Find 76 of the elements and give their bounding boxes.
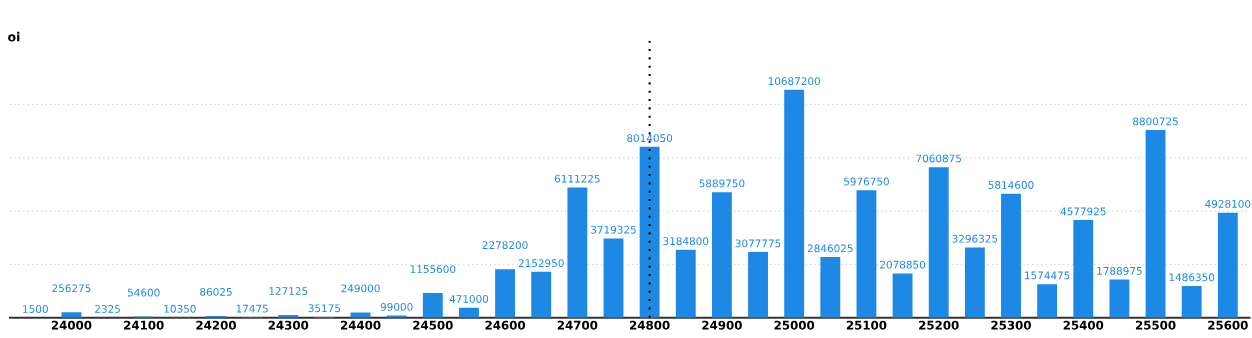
x-tick-label: 24000 [51, 320, 92, 330]
bar [711, 192, 732, 318]
bar [1217, 212, 1238, 318]
bar [1145, 130, 1166, 318]
y-axis-title: oi [8, 31, 20, 42]
data-label: 17475 [236, 304, 268, 313]
data-label: 4928100 [1205, 199, 1251, 208]
x-tick-label: 25400 [1063, 320, 1104, 330]
bar [531, 271, 552, 318]
bar [1181, 286, 1202, 318]
bar [1073, 220, 1094, 318]
x-tick-label: 24800 [630, 320, 670, 330]
data-label: 1155600 [410, 265, 456, 274]
bar [856, 190, 877, 318]
bar [1109, 279, 1130, 318]
data-label: 1574475 [1025, 271, 1070, 280]
data-label: 3184800 [663, 237, 709, 246]
x-tick-label: 24100 [124, 320, 164, 330]
data-label: 54600 [127, 288, 160, 297]
data-label: 1486350 [1169, 273, 1215, 282]
bar [748, 252, 768, 318]
data-label: 471000 [449, 295, 489, 303]
data-label: 127125 [269, 287, 308, 295]
bar [675, 249, 696, 318]
data-label: 3296325 [952, 234, 998, 243]
data-label: 35175 [308, 304, 341, 313]
data-label: 5976750 [844, 177, 889, 186]
data-label: 2278200 [482, 241, 528, 250]
data-label: 99000 [380, 302, 413, 311]
x-tick-label: 24400 [340, 320, 381, 330]
data-label: 3719325 [591, 225, 636, 234]
bar [422, 293, 443, 318]
data-label: 256275 [52, 284, 91, 293]
bar [639, 146, 660, 318]
bar [784, 89, 805, 318]
x-tick-label: 24600 [485, 320, 526, 330]
x-tick-label: 24500 [413, 320, 453, 330]
x-tick-label: 24200 [196, 320, 236, 330]
bar [459, 307, 479, 318]
x-tick-label: 25600 [1208, 320, 1248, 330]
data-label: 2078850 [880, 260, 926, 269]
x-tick-label: 24700 [557, 320, 598, 330]
bar [567, 187, 588, 318]
data-label: 8014050 [627, 134, 673, 143]
data-label: 5889750 [699, 179, 745, 188]
x-tick-label: 24900 [702, 320, 742, 330]
bar [1001, 193, 1021, 318]
data-label: 2152950 [518, 259, 564, 268]
bar [1037, 284, 1058, 318]
data-label: 2325 [95, 305, 120, 313]
data-label: 2846025 [807, 244, 853, 253]
x-tick-label: 25500 [1135, 320, 1176, 330]
bar [820, 257, 841, 318]
bar [350, 312, 371, 318]
data-label: 8800725 [1133, 117, 1178, 126]
data-label: 5814600 [988, 181, 1034, 189]
x-tick-label: 25200 [919, 320, 959, 330]
data-label: 10350 [164, 304, 196, 313]
data-label: 6111225 [554, 174, 600, 183]
data-label: 1788975 [1097, 266, 1142, 275]
bar [928, 167, 949, 318]
bar [603, 238, 624, 318]
bar [964, 247, 985, 318]
data-label: 7060875 [916, 154, 962, 163]
bar [495, 269, 516, 318]
x-tick-label: 24300 [268, 320, 309, 330]
data-label: 249000 [341, 284, 380, 293]
x-tick-label: 25100 [846, 320, 887, 330]
data-label: 10687200 [768, 77, 820, 86]
bar [892, 273, 913, 318]
data-label: 3077775 [735, 239, 781, 248]
x-tick-label: 25000 [774, 320, 815, 330]
data-label: 1500 [23, 305, 48, 313]
data-label: 86025 [200, 287, 232, 296]
x-tick-label: 25300 [991, 320, 1031, 330]
data-label: 4577925 [1060, 207, 1106, 216]
